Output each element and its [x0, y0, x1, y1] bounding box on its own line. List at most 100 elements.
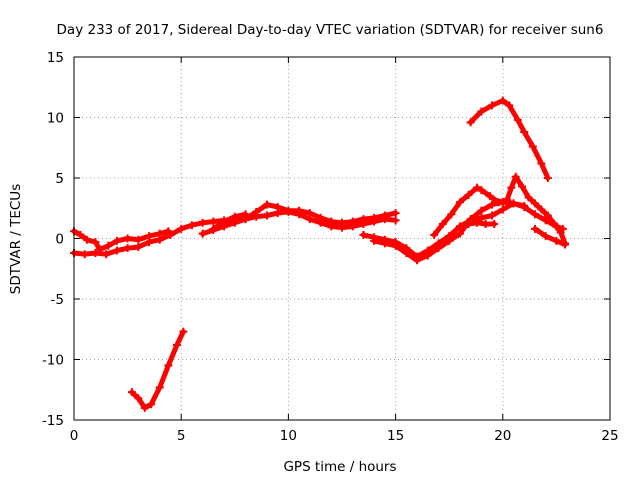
data-point — [91, 238, 100, 247]
data-point — [507, 183, 516, 192]
data-point — [543, 211, 552, 220]
data-point — [477, 213, 486, 222]
y-tick-label: -5 — [51, 292, 64, 308]
x-tick-label: 25 — [601, 428, 618, 444]
data-point — [241, 210, 250, 219]
data-point — [147, 400, 156, 409]
data-point — [76, 230, 85, 239]
data-point — [541, 232, 550, 241]
y-tick-label: 10 — [47, 111, 64, 127]
y-axis-label: SDTVAR / TECUs — [8, 184, 24, 294]
data-point — [187, 221, 196, 230]
data-point — [327, 217, 336, 226]
plot-frame — [73, 56, 611, 421]
data-point — [209, 224, 218, 233]
data-point — [455, 198, 464, 207]
y-tick-label: 0 — [55, 232, 64, 248]
y-tick-label: -15 — [42, 413, 64, 429]
data-point — [91, 249, 100, 258]
x-tick-label: 15 — [387, 428, 404, 444]
data-point — [438, 219, 447, 228]
series-track-4 — [209, 210, 250, 233]
data-point — [391, 216, 400, 225]
data-point — [155, 229, 164, 238]
data-point — [198, 218, 207, 227]
data-point — [338, 218, 346, 227]
data-point — [537, 205, 546, 214]
data-point — [134, 394, 143, 403]
data-point — [284, 206, 293, 215]
y-tick-label: 5 — [55, 171, 64, 187]
data-point — [537, 159, 546, 168]
data-point — [112, 246, 121, 255]
data-point — [359, 230, 368, 239]
x-tick-label: 10 — [280, 428, 297, 444]
data-point — [112, 236, 121, 245]
series-line — [532, 226, 568, 248]
data-point — [509, 199, 518, 208]
series-track-11 — [127, 327, 188, 412]
data-point — [494, 198, 503, 207]
data-point — [503, 195, 512, 204]
data-point — [209, 217, 218, 226]
data-point — [140, 403, 149, 412]
data-point — [447, 210, 456, 219]
data-point — [528, 142, 537, 151]
series-line — [210, 211, 248, 232]
data-point — [524, 193, 533, 202]
series-line — [129, 329, 186, 411]
series-line — [468, 98, 551, 181]
x-tick-label: 20 — [494, 428, 511, 444]
data-point — [481, 219, 490, 228]
data-point — [370, 236, 379, 245]
data-point — [380, 211, 389, 220]
data-point — [543, 174, 552, 182]
data-point — [164, 227, 173, 236]
x-tick-label: 0 — [70, 428, 79, 444]
data-point — [316, 213, 325, 222]
data-point — [370, 213, 379, 222]
data-point — [464, 219, 473, 228]
data-point — [220, 217, 229, 226]
data-point — [541, 216, 550, 225]
data-point — [252, 207, 261, 216]
data-point — [127, 388, 136, 397]
data-point — [305, 209, 314, 218]
data-point — [473, 183, 482, 192]
data-point — [518, 182, 527, 191]
data-point — [530, 224, 539, 233]
data-point — [413, 256, 422, 265]
data-series — [70, 96, 569, 412]
data-point — [498, 205, 507, 214]
data-point — [430, 230, 439, 239]
data-point — [550, 219, 559, 228]
data-point — [102, 250, 111, 259]
data-point — [155, 383, 164, 392]
data-point — [295, 206, 304, 215]
data-point — [230, 212, 239, 221]
y-tick-label: 15 — [47, 50, 64, 66]
data-point — [391, 209, 400, 218]
data-point — [164, 361, 173, 370]
data-point — [477, 107, 486, 116]
y-tick-label: -10 — [42, 353, 64, 369]
data-point — [445, 236, 454, 245]
data-point — [123, 244, 132, 253]
data-point — [556, 228, 565, 237]
data-point — [488, 200, 497, 209]
axis-ticks: 0 5 10 15 20 25 -15 -10 -5 0 5 10 15 — [42, 50, 619, 444]
data-point — [530, 210, 539, 219]
data-point — [505, 101, 514, 110]
data-point — [179, 327, 188, 336]
data-point — [82, 235, 91, 244]
data-point — [466, 118, 475, 127]
data-point — [402, 249, 411, 258]
data-point — [80, 250, 89, 259]
data-point — [473, 218, 482, 227]
series-line — [431, 174, 568, 246]
data-point — [177, 224, 186, 233]
data-point — [490, 219, 499, 228]
series-track-9 — [530, 224, 569, 249]
data-point — [488, 211, 497, 220]
